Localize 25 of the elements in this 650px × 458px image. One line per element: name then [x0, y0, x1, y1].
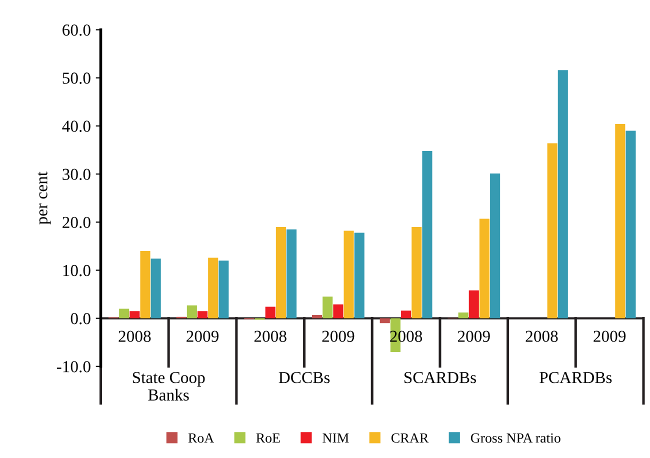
x-tick-label: 2009 — [594, 330, 626, 342]
text: SCARDBs — [404, 372, 476, 384]
y-axis-title: per cent — [38, 172, 51, 224]
y-tick-label: -10.0 — [56, 361, 90, 372]
legend-label: RoE — [256, 433, 280, 443]
y-tick-label: 10.0 — [63, 264, 90, 276]
x-tick-label: 2008 — [118, 330, 151, 342]
text: State Coop Banks — [132, 372, 205, 401]
legend-label: CRAR — [391, 433, 429, 443]
y-tick-label: 60.0 — [62, 24, 90, 36]
legend-label: NIM — [322, 433, 349, 443]
text: DCCBs — [278, 372, 330, 384]
x-tick-label: 2009 — [186, 330, 218, 342]
x-tick-label: 2009 — [458, 330, 490, 342]
x-tick-label: 2008 — [254, 330, 286, 342]
legend-label: Gross NPA ratio — [470, 433, 560, 443]
y-tick-label: 0.0 — [70, 313, 90, 324]
y-tick-label: 40.0 — [62, 120, 90, 132]
y-tick-label: 20.0 — [62, 216, 90, 228]
text: PCARDBs — [540, 372, 612, 384]
legend-label: RoA — [188, 433, 214, 443]
x-tick-label: 2008 — [526, 330, 558, 342]
y-tick-label: 30.0 — [62, 168, 90, 180]
x-tick-label: 2009 — [322, 330, 354, 342]
y-tick-label: 50.0 — [62, 72, 90, 84]
